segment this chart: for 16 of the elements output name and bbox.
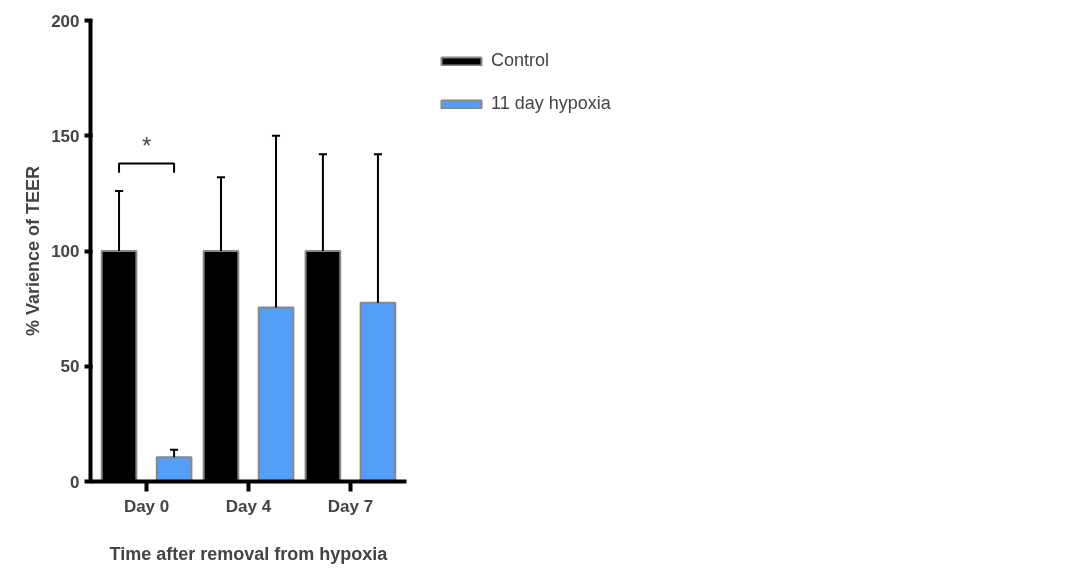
legend-label: 11 day hypoxia	[491, 93, 611, 114]
y-tick-label: 200	[51, 11, 80, 31]
x-tick-label: Day 7	[327, 496, 374, 516]
y-tick-label: 150	[51, 126, 80, 146]
bar	[257, 306, 295, 482]
x-axis-title: Time after removal from hypoxia	[109, 543, 389, 564]
legend-label: Control	[491, 50, 550, 71]
bar	[155, 456, 193, 482]
y-tick-label: 0	[70, 472, 80, 492]
x-tick-label: Day 0	[123, 496, 170, 516]
x-tick-label: Day 4	[225, 496, 272, 516]
bar	[359, 301, 397, 482]
y-axis-title: % Varience of TEER	[23, 165, 44, 337]
y-tick-label: 50	[60, 357, 80, 377]
annotation: *	[141, 131, 152, 159]
y-tick-label: 100	[51, 242, 80, 261]
